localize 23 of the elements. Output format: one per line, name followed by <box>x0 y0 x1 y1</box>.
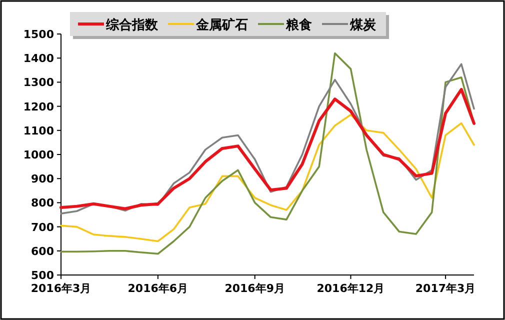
x-tick-label: 2016年12月 <box>316 282 385 295</box>
y-tick-label: 1300 <box>23 76 54 90</box>
y-tick-label: 1000 <box>23 148 54 162</box>
x-tick-label: 2016年3月 <box>30 282 92 295</box>
x-tick-label: 2017年3月 <box>415 282 476 295</box>
line-series <box>60 114 475 242</box>
x-tick-label: 2016年6月 <box>128 282 188 295</box>
y-tick-label: 1100 <box>23 124 54 138</box>
legend-label: 粮食 <box>285 17 312 33</box>
y-tick-label: 700 <box>31 220 54 234</box>
legend-label: 综合指数 <box>105 17 159 33</box>
y-tick-label: 600 <box>31 244 54 258</box>
line-series <box>60 52 475 255</box>
y-tick-label: 1500 <box>23 28 54 41</box>
line-series <box>60 88 476 210</box>
y-tick-label: 900 <box>31 172 54 186</box>
y-tick-label: 800 <box>31 196 54 210</box>
legend-label: 煤炭 <box>349 18 377 33</box>
y-tick-label: 500 <box>31 269 54 282</box>
x-tick-label: 2016年9月 <box>224 282 285 295</box>
legend-label: 金属矿石 <box>195 17 248 33</box>
y-tick-label: 1400 <box>23 52 54 66</box>
y-tick-label: 1200 <box>23 100 54 114</box>
